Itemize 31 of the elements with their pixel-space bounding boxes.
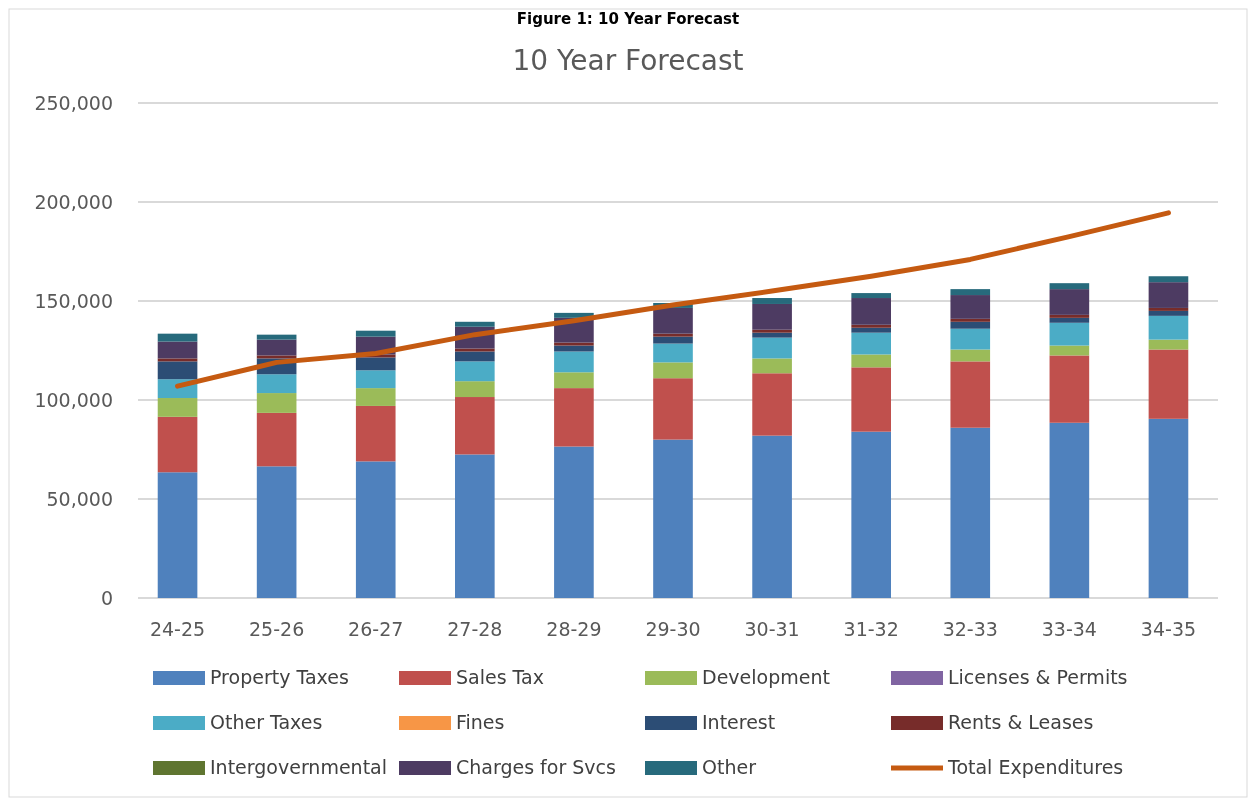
y-tick-label: 150,000: [34, 290, 113, 312]
x-tick-label: 29-30: [645, 618, 701, 640]
legend-label: Total Expenditures: [947, 756, 1124, 778]
x-tick-label: 31-32: [843, 618, 899, 640]
x-tick-label: 34-35: [1140, 618, 1197, 640]
legend-label: Fines: [456, 711, 505, 733]
x-tick-label: 24-25: [149, 618, 206, 640]
x-tick-label: 30-31: [744, 618, 800, 640]
legend-label: Other: [702, 756, 757, 778]
legend-label: Development: [702, 666, 830, 688]
legend-label: Licenses & Permits: [948, 666, 1128, 688]
x-tick-label: 26-27: [348, 618, 404, 640]
legend-label: Rents & Leases: [948, 711, 1094, 733]
caption: Figure 1: 10 Year Forecast: [516, 10, 740, 28]
y-tick-label: 0: [100, 587, 113, 609]
x-tick-label: 32-33: [942, 618, 998, 640]
legend-label: Property Taxes: [210, 666, 349, 688]
x-tick-label: 28-29: [546, 618, 602, 640]
legend-label: Charges for Svcs: [456, 756, 616, 778]
legend-label: Sales Tax: [456, 666, 544, 688]
chart-title: 10 Year Forecast: [512, 44, 744, 77]
x-tick-label: 27-28: [447, 618, 503, 640]
y-tick-label: 250,000: [34, 92, 113, 114]
y-tick-label: 50,000: [46, 488, 113, 510]
legend-label: Intergovernmental: [210, 756, 388, 778]
legend-label: Other Taxes: [210, 711, 323, 733]
y-tick-label: 100,000: [34, 389, 113, 411]
x-tick-label: 33-34: [1041, 618, 1097, 640]
legend-label: Interest: [702, 711, 776, 733]
y-tick-label: 200,000: [34, 191, 113, 213]
x-tick-label: 25-26: [249, 618, 305, 640]
